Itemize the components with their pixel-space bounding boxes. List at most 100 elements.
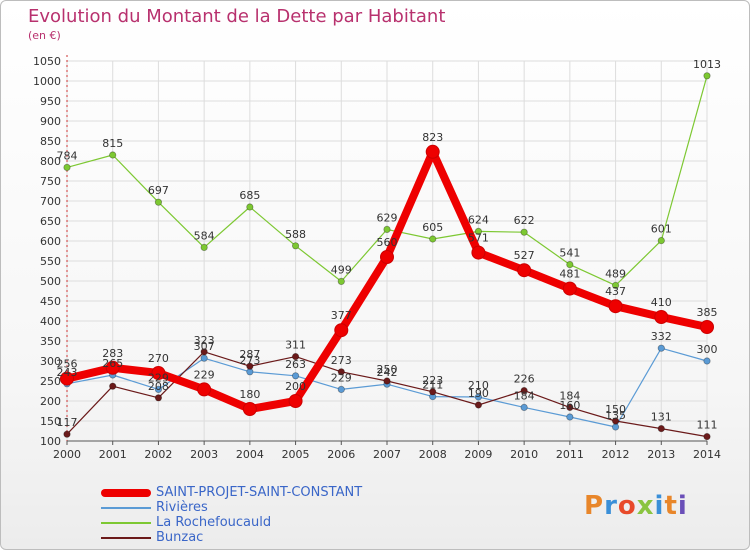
data-label: 624 (468, 213, 489, 226)
data-point (474, 227, 483, 235)
data-point (154, 394, 163, 402)
data-point (566, 260, 574, 269)
x-tick-label: 2009 (464, 448, 492, 461)
legend-swatch (101, 507, 151, 509)
data-label: 263 (285, 358, 306, 371)
data-point (703, 357, 711, 365)
logo-letter: P (584, 491, 605, 521)
data-label: 481 (559, 268, 580, 281)
legend-label: La Rochefoucauld (156, 515, 272, 530)
data-label: 410 (651, 296, 672, 309)
logo-letter: i (654, 491, 665, 521)
y-tick-label: 150 (40, 415, 61, 428)
x-tick-label: 2014 (693, 448, 721, 461)
y-tick-label: 500 (40, 275, 61, 288)
data-label: 190 (468, 387, 489, 400)
data-label: 332 (651, 330, 672, 343)
data-point (109, 151, 117, 159)
data-label: 273 (331, 354, 352, 367)
y-tick-label: 600 (40, 235, 61, 248)
data-label: 499 (331, 263, 352, 276)
logo-letter: i (677, 491, 688, 521)
legend-label: Bunzac (156, 530, 204, 545)
x-tick-label: 2008 (419, 448, 447, 461)
data-label: 784 (57, 149, 78, 162)
x-tick-label: 2007 (373, 448, 401, 461)
data-point (474, 401, 483, 409)
logo-letter: r (604, 491, 618, 521)
data-point (197, 382, 212, 397)
data-point (200, 348, 208, 356)
data-point (383, 225, 391, 233)
data-point (654, 310, 669, 324)
data-point (703, 72, 711, 80)
series-layer (60, 72, 714, 441)
data-point (657, 344, 665, 352)
data-point (700, 320, 714, 334)
data-point (109, 382, 117, 390)
x-tick-label: 2010 (510, 448, 538, 461)
data-label: 229 (194, 368, 215, 381)
data-point (154, 385, 163, 393)
x-tick-label: 2002 (144, 448, 172, 461)
y-tick-label: 450 (40, 295, 61, 308)
data-label: 571 (468, 232, 489, 245)
legend-swatch (101, 489, 151, 497)
data-point (520, 228, 528, 236)
data-label: 250 (377, 363, 398, 376)
data-point (611, 281, 620, 289)
x-tick-label: 2004 (236, 448, 264, 461)
legend-label: Rivières (156, 500, 208, 515)
data-label: 377 (331, 309, 352, 322)
data-point (474, 393, 483, 401)
data-point (246, 203, 254, 211)
data-point (337, 277, 345, 285)
data-point (60, 371, 74, 386)
data-point (151, 366, 166, 380)
data-label: 200 (285, 380, 306, 393)
data-labels-layer: 256 283 270 229 180 200 377 560 823 571 527 481 437 4… (57, 58, 722, 432)
legend-swatch (101, 522, 151, 524)
data-point (429, 388, 437, 396)
data-point (337, 368, 345, 376)
chart-title: Evolution du Montant de la Dette par Hab… (28, 6, 446, 27)
data-label: 311 (285, 339, 306, 352)
data-label: 541 (559, 247, 580, 260)
data-point (520, 403, 528, 411)
data-point (334, 323, 349, 338)
data-label: 300 (697, 343, 718, 356)
y-tick-label: 950 (40, 95, 61, 108)
data-point (288, 394, 303, 408)
data-point (517, 263, 532, 278)
data-label: 307 (194, 340, 215, 353)
data-label: 270 (148, 352, 169, 365)
data-point (520, 386, 528, 395)
data-label: 697 (148, 184, 169, 197)
data-label: 323 (194, 334, 215, 347)
data-point (611, 417, 620, 425)
y-tick-label: 250 (40, 375, 61, 388)
data-point (291, 352, 300, 361)
data-label: 622 (514, 214, 535, 227)
data-label: 588 (285, 228, 306, 241)
data-label: 226 (514, 373, 535, 386)
data-point (337, 385, 345, 393)
data-label: 211 (422, 379, 443, 392)
data-label: 437 (605, 285, 626, 298)
data-label: 385 (697, 306, 718, 319)
data-label: 229 (148, 371, 169, 384)
y-tick-label: 1050 (33, 55, 61, 68)
data-point (471, 245, 486, 260)
data-label: 823 (422, 131, 443, 144)
data-label: 489 (605, 267, 626, 280)
data-label: 242 (377, 366, 398, 379)
data-point (657, 237, 665, 245)
y-tick-label: 1000 (33, 75, 61, 88)
data-point (611, 423, 620, 431)
data-label: 111 (697, 419, 718, 432)
proxiti-logo: Proxiti (584, 491, 688, 521)
data-point (291, 242, 300, 250)
y-tick-label: 300 (40, 355, 61, 368)
x-tick-label: 2006 (327, 448, 355, 461)
